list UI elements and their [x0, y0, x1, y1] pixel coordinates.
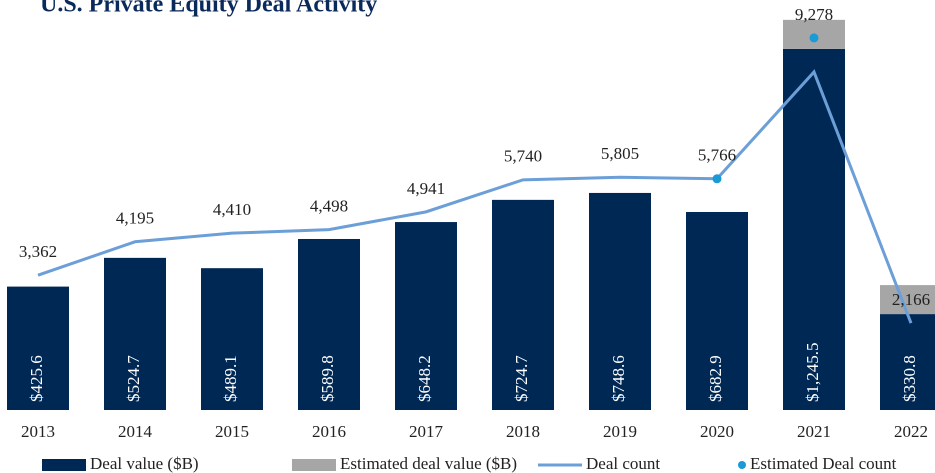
bar-value-label: $682.9: [706, 355, 725, 402]
legend-swatch: [738, 461, 746, 469]
bar-value-label: $330.8: [900, 355, 919, 402]
count-label: 5,766: [698, 146, 736, 165]
bar: [783, 48, 845, 410]
bar: [395, 222, 457, 410]
bar-value-label: $589.8: [318, 355, 337, 402]
deal-count-line: [37, 69, 913, 324]
legend-label: Estimated deal value ($B): [340, 454, 517, 473]
count-label: 2,166: [892, 290, 930, 309]
bar: [880, 314, 935, 410]
count-label: 9,278: [795, 5, 833, 24]
x-tick-label: 2015: [215, 422, 249, 441]
bar-value-label: $1,245.5: [803, 343, 822, 403]
legend-label: Deal value ($B): [90, 454, 199, 473]
count-label: 5,805: [601, 144, 639, 163]
count-label: 4,410: [213, 200, 251, 219]
bar: [492, 199, 554, 410]
x-tick-label: 2014: [118, 422, 153, 441]
legend-label: Deal count: [586, 454, 660, 473]
bar-value-label: $648.2: [415, 355, 434, 402]
bar: [589, 192, 651, 410]
legend-swatch: [292, 459, 336, 471]
count-label: 4,195: [116, 209, 154, 228]
count-label: 3,362: [19, 242, 57, 261]
bar: [7, 286, 69, 410]
count-label: 4,498: [310, 197, 348, 216]
count-label: 4,941: [407, 179, 445, 198]
estimated-dot: [712, 174, 722, 184]
count-label: 5,740: [504, 147, 542, 166]
legend-label: Estimated Deal count: [750, 454, 897, 473]
bar-value-label: $489.1: [221, 355, 240, 402]
bar: [686, 211, 748, 410]
bar-value-label: $748.6: [609, 355, 628, 402]
bar: [104, 257, 166, 410]
x-tick-label: 2017: [409, 422, 444, 441]
x-tick-label: 2018: [506, 422, 540, 441]
bar-value-label: $724.7: [512, 355, 531, 402]
bar-value-label: $524.7: [124, 355, 143, 402]
bar: [201, 268, 263, 410]
x-tick-label: 2016: [312, 422, 346, 441]
x-tick-label: 2022: [894, 422, 928, 441]
x-tick-label: 2021: [797, 422, 831, 441]
estimated-dot: [809, 33, 819, 43]
bar-value-label: $425.6: [27, 355, 46, 402]
x-tick-label: 2013: [21, 422, 55, 441]
bar: [880, 285, 935, 315]
bar: [298, 238, 360, 410]
legend-swatch: [42, 459, 86, 471]
chart-title: U.S. Private Equity Deal Activity: [40, 0, 377, 18]
x-tick-label: 2019: [603, 422, 637, 441]
x-tick-label: 2020: [700, 422, 734, 441]
